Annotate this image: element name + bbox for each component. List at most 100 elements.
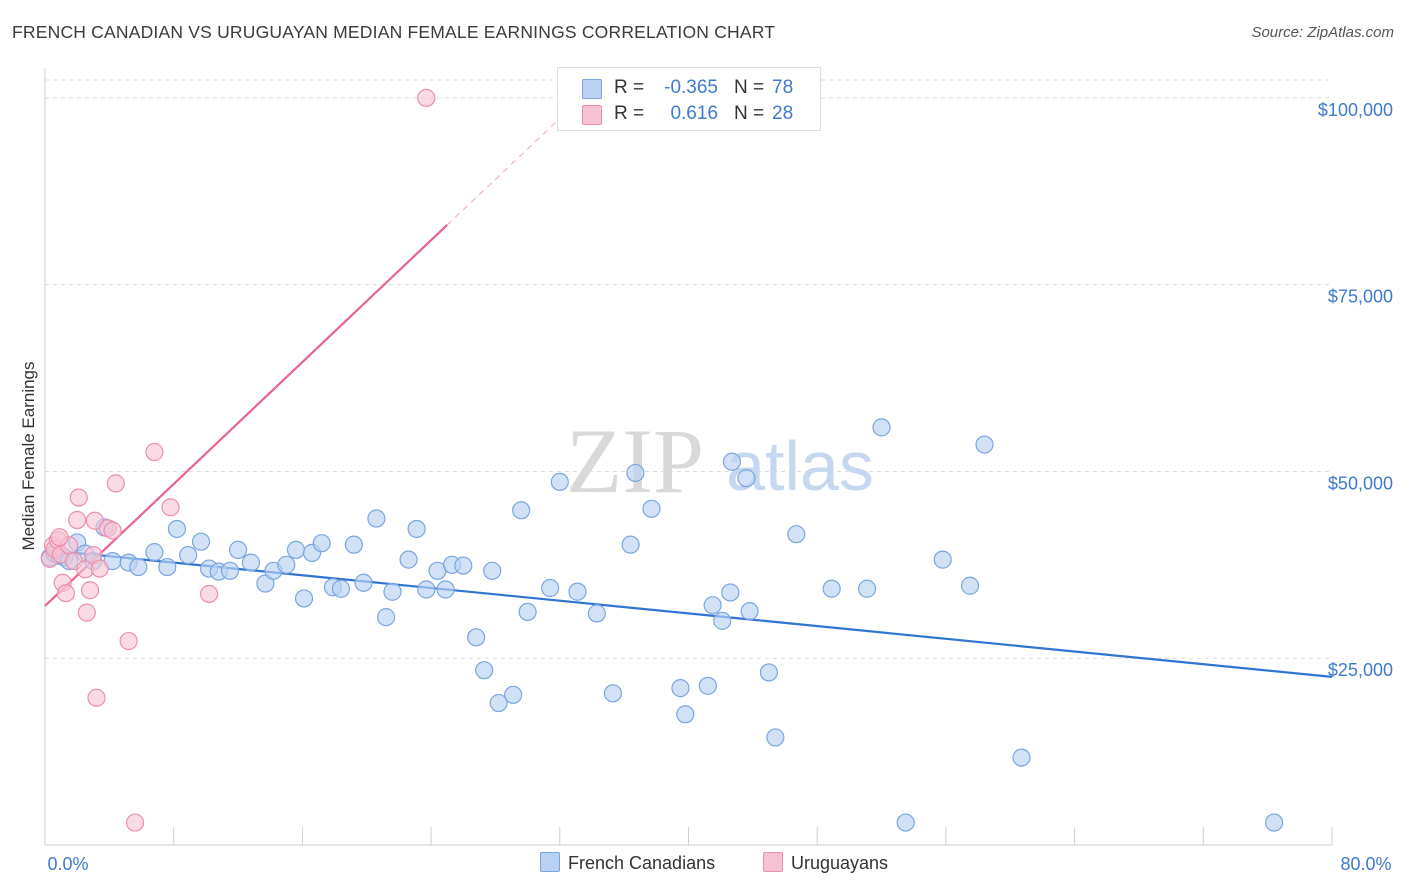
- data-point-french-canadians: [191, 532, 211, 551]
- bottom-legend-french-canadians: French Canadians: [540, 852, 715, 874]
- legend-r-label: R =: [614, 103, 645, 124]
- data-point-uruguayans: [145, 442, 164, 462]
- data-point-french-canadians: [722, 452, 742, 471]
- data-point-french-canadians: [241, 553, 261, 572]
- data-point-french-canadians: [857, 579, 877, 598]
- y-tick-label: $100,000: [1318, 100, 1393, 120]
- data-point-french-canadians: [713, 611, 732, 630]
- data-point-french-canadians: [312, 534, 331, 553]
- data-point-french-canadians: [550, 472, 569, 492]
- data-point-french-canadians: [759, 663, 779, 682]
- legend-n-value: 28: [772, 103, 794, 124]
- y-axis-ticks: $25,000 $50,000 $75,000 $100,000: [1318, 100, 1393, 680]
- data-point-french-canadians: [626, 463, 645, 483]
- x-tick-label: 80.0%: [1340, 854, 1391, 874]
- data-point-french-canadians: [467, 628, 486, 647]
- data-point-french-canadians: [737, 469, 756, 488]
- legend-r-value: -0.365: [664, 77, 718, 98]
- data-point-uruguayans: [199, 584, 219, 604]
- data-point-french-canadians: [1264, 813, 1284, 832]
- data-point-uruguayans: [87, 688, 106, 707]
- data-point-french-canadians: [975, 435, 994, 454]
- data-point-french-canadians: [344, 535, 363, 554]
- watermark: ZIP atlas: [566, 410, 874, 512]
- data-point-french-canadians: [367, 509, 386, 528]
- watermark-atlas: atlas: [726, 427, 874, 505]
- data-points: [40, 88, 1284, 832]
- data-point-french-canadians: [822, 579, 841, 598]
- trend-line-french-canadians: [44, 548, 1333, 678]
- data-point-french-canadians: [587, 604, 606, 623]
- chart-title: FRENCH CANADIAN VS URUGUAYAN MEDIAN FEMA…: [12, 22, 776, 42]
- legend-n-value: 78: [772, 77, 794, 98]
- data-point-french-canadians: [399, 550, 418, 569]
- source-label: Source: ZipAtlas.com: [1251, 24, 1394, 41]
- axes: [44, 68, 1333, 846]
- data-point-french-canadians: [703, 596, 722, 615]
- bottom-legend-uruguayans: Uruguayans: [763, 852, 888, 874]
- data-point-uruguayans: [56, 584, 76, 603]
- legend-swatch-pink: [582, 105, 602, 125]
- data-point-uruguayans: [69, 488, 88, 507]
- data-point-french-canadians: [896, 813, 915, 832]
- data-point-french-canadians: [541, 578, 560, 598]
- data-point-french-canadians: [179, 546, 198, 565]
- data-point-french-canadians: [331, 579, 351, 598]
- legend-r-label: R =: [614, 77, 645, 98]
- legend-n-label: N =: [734, 77, 765, 98]
- data-point-french-canadians: [454, 556, 473, 575]
- data-point-french-canadians: [475, 661, 494, 680]
- y-tick-label: $50,000: [1328, 473, 1393, 493]
- data-point-uruguayans: [68, 510, 87, 530]
- legend-n-label: N =: [734, 103, 765, 124]
- trend-lines: [44, 87, 1333, 678]
- data-point-french-canadians: [721, 583, 740, 602]
- data-point-french-canadians: [518, 602, 537, 622]
- watermark-zip: ZIP: [566, 410, 704, 512]
- data-point-uruguayans: [50, 528, 69, 547]
- data-point-french-canadians: [872, 418, 891, 437]
- legend-label-french-canadians: French Canadians: [568, 853, 716, 873]
- legend-r-value: 0.616: [670, 103, 718, 124]
- data-point-french-canadians: [277, 555, 296, 574]
- correlation-legend: R = -0.365 N = 78 R = 0.616 N = 28: [557, 67, 821, 131]
- data-point-french-canadians: [489, 693, 508, 713]
- data-point-french-canadians: [642, 499, 661, 518]
- data-point-uruguayans: [119, 631, 138, 651]
- data-point-french-canadians: [158, 557, 177, 577]
- data-point-french-canadians: [286, 540, 306, 559]
- data-point-french-canadians: [376, 608, 396, 627]
- data-point-uruguayans: [125, 813, 145, 832]
- data-point-french-canadians: [504, 685, 523, 704]
- y-axis-label: Median Female Earnings: [19, 362, 38, 551]
- legend-swatch-blue: [582, 79, 602, 99]
- data-point-french-canadians: [167, 519, 187, 539]
- data-point-french-canadians: [129, 557, 148, 577]
- data-point-uruguayans: [80, 581, 100, 600]
- data-point-uruguayans: [90, 559, 109, 578]
- data-point-french-canadians: [960, 576, 980, 595]
- data-point-french-canadians: [407, 519, 426, 539]
- trend-line-uruguayans: [44, 224, 448, 607]
- y-tick-label: $75,000: [1328, 287, 1393, 307]
- data-point-french-canadians: [512, 501, 531, 520]
- data-point-french-canadians: [145, 543, 164, 562]
- data-point-french-canadians: [676, 705, 695, 724]
- data-point-uruguayans: [417, 88, 436, 107]
- data-point-french-canadians: [568, 582, 587, 601]
- y-tick-label: $25,000: [1328, 660, 1393, 680]
- data-point-french-canadians: [294, 589, 314, 608]
- data-point-french-canadians: [228, 540, 248, 559]
- data-point-french-canadians: [436, 580, 455, 599]
- data-point-uruguayans: [106, 474, 125, 493]
- data-point-french-canadians: [766, 728, 785, 747]
- x-tick-label: 0.0%: [47, 854, 88, 874]
- data-point-french-canadians: [1012, 748, 1031, 767]
- data-point-french-canadians: [354, 573, 373, 592]
- data-point-french-canadians: [740, 602, 759, 621]
- data-point-french-canadians: [787, 525, 806, 544]
- data-point-french-canadians: [698, 676, 717, 695]
- x-axis-ticks: 0.0% 80.0%: [47, 854, 1391, 874]
- data-point-french-canadians: [383, 582, 402, 601]
